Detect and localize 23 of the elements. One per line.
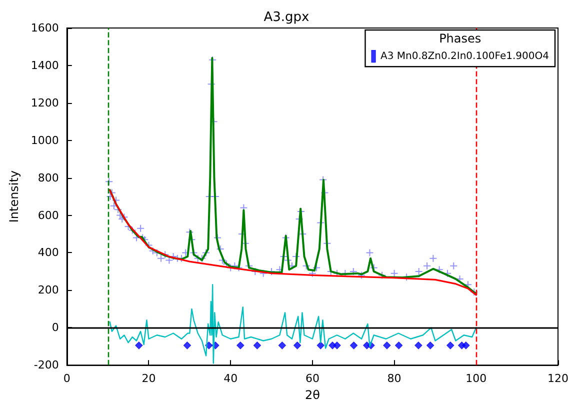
x-tick-label: 20 [142,372,156,386]
y-tick-label: 0 [52,321,59,334]
chart-title: A3.gpx [264,10,310,25]
y-tick-label: 200 [38,284,59,297]
x-tick-label: 60 [305,372,320,386]
y-tick-label: 600 [38,208,59,222]
x-tick-label: 120 [548,372,568,386]
x-axis-title: 2θ [304,388,320,402]
x-tick-label: 0 [63,372,70,386]
x-tick-label: 80 [387,372,402,386]
y-tick-label: 1000 [30,134,59,147]
legend-title: Phases [439,31,482,46]
y-tick-label: 1200 [30,96,59,110]
y-tick-label: 1600 [30,22,59,34]
y-tick-label: 1400 [30,58,59,72]
line-series [109,284,477,364]
y-tick-label: 800 [38,171,59,184]
x-tick-label: 100 [466,372,487,386]
y-tick-label: -200 [34,358,59,372]
legend-label: A3 Mn0.8Zn0.2In0.100Fe1.900O4 [380,50,550,62]
y-tick-label: 400 [38,246,59,260]
x-tick-label: 40 [224,372,238,386]
y-axis-title: Intensity [7,170,21,223]
